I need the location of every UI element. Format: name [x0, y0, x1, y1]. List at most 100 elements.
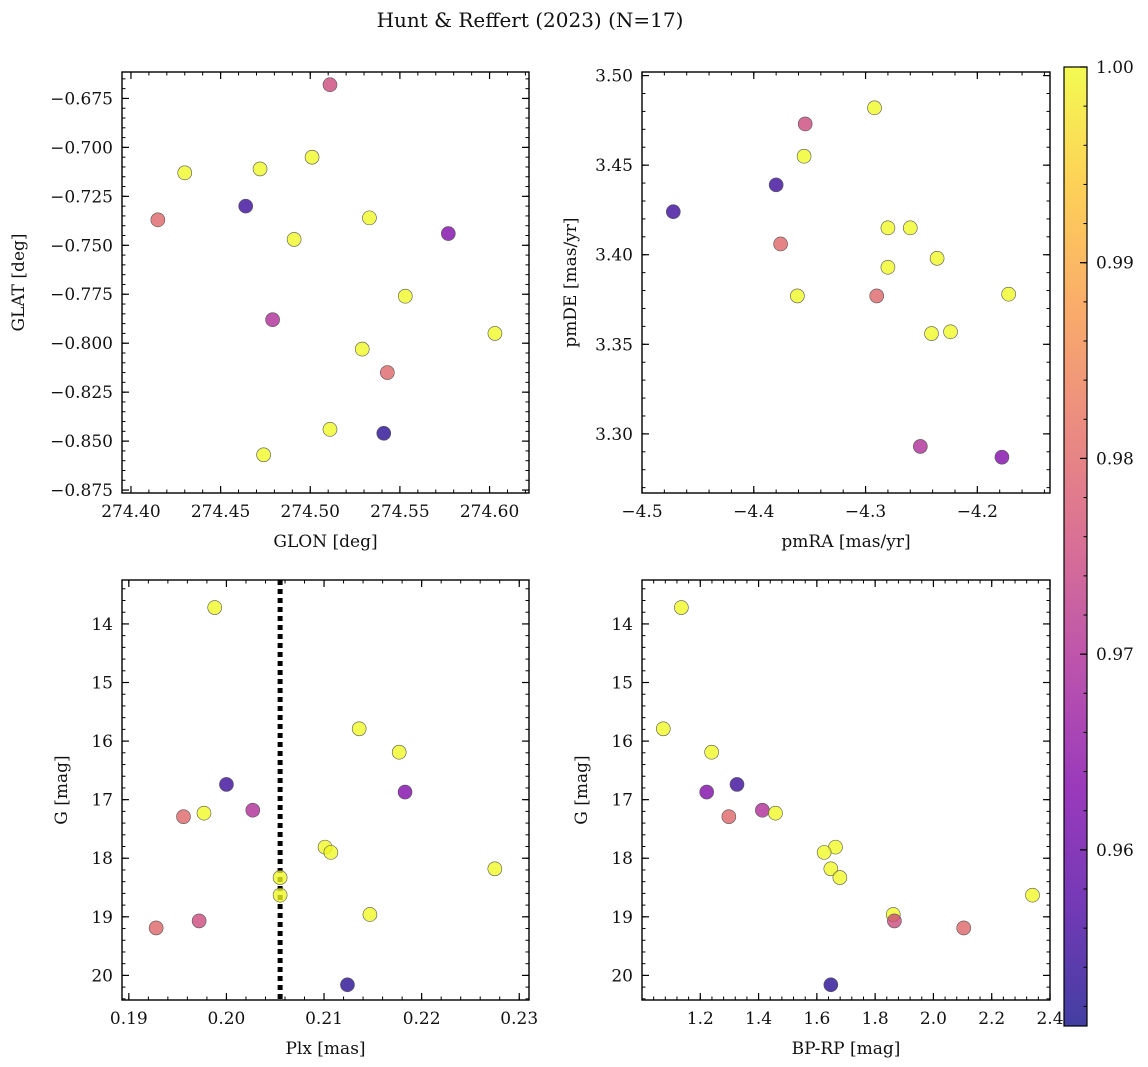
scatter-point	[887, 913, 902, 929]
scatter-point	[323, 845, 339, 860]
y-tick-label: −0.700	[50, 138, 113, 158]
scatter-point	[768, 805, 783, 821]
x-tick-label: 1.2	[687, 1009, 714, 1029]
scatter-point	[397, 784, 413, 800]
scatter-point	[699, 784, 714, 800]
scatter-point	[362, 907, 378, 922]
y-axis-label: G [mag]	[572, 755, 592, 824]
panel-pm: −4.5 −4.4 −4.3 −4.2 3.30 3.35 3.40 3.45 3.50 pmRA…	[561, 67, 1051, 552]
scatter-point	[391, 744, 407, 760]
y-tick-label: 14	[611, 615, 633, 635]
scatter-point	[943, 324, 958, 340]
y-tick-label: 14	[91, 615, 113, 635]
colorbar: 0.96 0.97 0.98 0.99 1.00	[1063, 58, 1134, 1027]
x-tick-label: 0.23	[500, 1009, 538, 1029]
scatter-point	[956, 920, 972, 936]
scatter-point	[880, 259, 896, 275]
scatter-point	[790, 288, 805, 304]
x-tick-label: −4.2	[957, 502, 998, 522]
colorbar-tick-label: 0.99	[1096, 254, 1134, 274]
x-tick-label: 2.2	[978, 1009, 1005, 1029]
y-tick-label: 17	[611, 791, 633, 811]
y-tick-label: 20	[611, 966, 633, 986]
scatter-point	[322, 422, 338, 437]
scatter-point	[177, 165, 193, 181]
x-tick-label: 0.22	[403, 1009, 441, 1029]
x-tick-label: −4.4	[733, 502, 774, 522]
x-tick-label: 274.40	[101, 502, 160, 522]
x-tick-label: −4.5	[621, 502, 662, 522]
scatter-point	[869, 288, 885, 304]
scatter-point	[721, 809, 737, 824]
y-tick-label: 3.50	[595, 67, 633, 87]
x-axis-label: BP-RP [mag]	[792, 1039, 901, 1059]
y-axis-label: GLAT [deg]	[9, 233, 29, 331]
scatter-point	[340, 977, 355, 993]
y-tick-label: −0.725	[50, 187, 113, 207]
y-tick-label: 15	[91, 674, 113, 694]
y-tick-label: 15	[611, 674, 633, 694]
colorbar-tick-label: 1.00	[1096, 58, 1134, 78]
axes-frame	[121, 71, 530, 494]
x-tick-label: 1.6	[803, 1009, 830, 1029]
x-tick-label: 1.8	[862, 1009, 889, 1029]
scatter-point	[272, 870, 288, 885]
scatter-point	[207, 600, 223, 615]
y-tick-label: 3.40	[595, 246, 633, 266]
scatter-point	[380, 365, 395, 380]
scatter-point	[265, 312, 280, 328]
scatter-point	[351, 721, 367, 737]
scatter-point	[487, 861, 503, 877]
x-tick-label: 1.4	[745, 1009, 772, 1029]
y-tick-label: 18	[91, 849, 113, 869]
scatter-point	[796, 148, 812, 164]
scatter-point	[272, 887, 288, 903]
y-tick-label: 17	[91, 791, 113, 811]
scatter-point	[823, 861, 839, 877]
scatter-point	[665, 204, 681, 220]
panel-glon-glat: 274.40 274.45 274.50 274.55 274.60 −0.875 −0.8…	[9, 71, 530, 552]
x-tick-label: 0.20	[208, 1009, 246, 1029]
scatter-point	[704, 744, 719, 760]
scatter-point	[773, 236, 788, 252]
scatter-panels: 274.40 274.45 274.50 274.55 274.60 −0.875 −0.8…	[9, 67, 1064, 1059]
scatter-point	[1001, 286, 1016, 302]
scatter-point	[196, 805, 212, 821]
colorbar-tick-label: 0.96	[1096, 841, 1134, 861]
scatter-point	[148, 920, 164, 936]
x-axis-label: pmRA [mas/yr]	[781, 532, 910, 552]
y-tick-label: 19	[91, 908, 113, 928]
y-tick-label: 3.35	[595, 335, 633, 355]
colorbar-gradient	[1064, 67, 1087, 1026]
panel-plx-g: 0.19 0.20 0.21 0.22 0.23 14 15 16 17 18 19 20 Plx [m…	[52, 579, 538, 1059]
x-tick-label: 0.21	[305, 1009, 343, 1029]
x-tick-label: 274.45	[191, 502, 250, 522]
scatter-point	[768, 177, 784, 193]
y-tick-label: −0.750	[50, 236, 113, 256]
scatter-point	[376, 425, 392, 441]
y-tick-label: −0.775	[50, 285, 113, 305]
scatter-point	[238, 198, 254, 214]
x-tick-label: 274.55	[370, 502, 429, 522]
y-tick-label: 3.30	[595, 425, 633, 445]
x-tick-label: 2.0	[920, 1009, 947, 1029]
scatter-point	[913, 439, 928, 454]
y-tick-label: −0.800	[50, 334, 113, 354]
scatter-point	[191, 913, 207, 929]
y-tick-label: −0.675	[50, 89, 113, 109]
y-tick-label: −0.875	[50, 481, 113, 501]
x-tick-label: 2.4	[1036, 1009, 1063, 1029]
y-tick-label: 19	[611, 908, 633, 928]
scatter-point	[487, 326, 503, 341]
y-axis-label: G [mag]	[52, 755, 72, 824]
scatter-point	[867, 100, 882, 116]
scatter-point	[729, 777, 745, 792]
axes-frame	[641, 579, 1051, 1001]
colorbar-tick-label: 0.98	[1096, 449, 1134, 469]
y-tick-label: 16	[611, 732, 633, 752]
scatter-point	[397, 288, 413, 304]
x-tick-label: −4.3	[845, 502, 886, 522]
scatter-point	[755, 802, 770, 818]
scatter-point	[322, 77, 338, 93]
scatter-point	[219, 777, 234, 792]
